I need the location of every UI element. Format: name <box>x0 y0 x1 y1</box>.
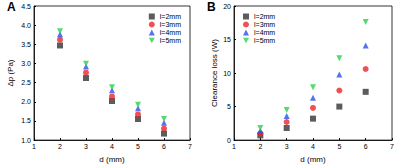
svg-text:l=3mm: l=3mm <box>254 21 275 28</box>
svg-text:6: 6 <box>162 143 166 150</box>
svg-text:2.0: 2.0 <box>21 98 31 105</box>
svg-text:l=4mm: l=4mm <box>160 29 181 36</box>
svg-text:15: 15 <box>223 36 231 43</box>
svg-text:3: 3 <box>84 143 88 150</box>
svg-text:l=4mm: l=4mm <box>254 29 275 36</box>
svg-text:d (mm): d (mm) <box>300 155 326 164</box>
svg-text:4.5: 4.5 <box>21 3 31 10</box>
svg-text:4.0: 4.0 <box>21 22 31 29</box>
svg-text:2: 2 <box>58 143 62 150</box>
svg-text:A: A <box>7 0 16 14</box>
svg-text:5: 5 <box>337 143 341 150</box>
svg-text:B: B <box>207 0 216 14</box>
svg-text:1.5: 1.5 <box>21 117 31 124</box>
svg-text:Δp (Pa): Δp (Pa) <box>6 59 15 86</box>
svg-text:3.5: 3.5 <box>21 41 31 48</box>
svg-text:20: 20 <box>223 3 231 10</box>
svg-text:10: 10 <box>223 70 231 77</box>
svg-text:0: 0 <box>227 137 231 144</box>
svg-text:4: 4 <box>110 143 114 150</box>
svg-text:Clearance loss (W): Clearance loss (W) <box>210 39 219 107</box>
svg-text:4: 4 <box>311 143 315 150</box>
svg-text:1.0: 1.0 <box>21 137 31 144</box>
svg-text:l=2mm: l=2mm <box>160 13 181 20</box>
svg-text:d (mm): d (mm) <box>99 155 125 164</box>
svg-text:7: 7 <box>188 143 192 150</box>
svg-text:l=3mm: l=3mm <box>160 21 181 28</box>
svg-text:5: 5 <box>227 103 231 110</box>
svg-text:2.5: 2.5 <box>21 79 31 86</box>
svg-text:l=5mm: l=5mm <box>160 37 181 44</box>
svg-text:7: 7 <box>390 143 394 150</box>
svg-text:6: 6 <box>364 143 368 150</box>
svg-text:5: 5 <box>136 143 140 150</box>
svg-text:1: 1 <box>232 143 236 150</box>
svg-text:3: 3 <box>285 143 289 150</box>
svg-text:3.0: 3.0 <box>21 60 31 67</box>
svg-text:l=5mm: l=5mm <box>254 37 275 44</box>
svg-text:l=2mm: l=2mm <box>254 13 275 20</box>
svg-text:1: 1 <box>32 143 36 150</box>
svg-text:2: 2 <box>258 143 262 150</box>
